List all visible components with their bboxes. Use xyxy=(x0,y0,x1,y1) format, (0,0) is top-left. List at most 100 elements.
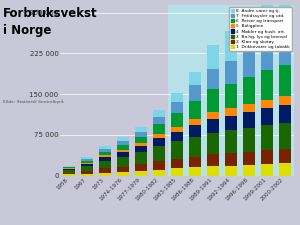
Bar xyxy=(225,116,237,130)
Bar xyxy=(135,164,147,171)
Bar xyxy=(279,106,291,123)
Text: Forbruksvekst
i Norge: Forbruksvekst i Norge xyxy=(3,7,98,37)
Bar xyxy=(279,0,291,32)
Bar xyxy=(225,166,237,176)
Bar xyxy=(261,40,273,70)
Bar xyxy=(225,61,237,84)
Bar xyxy=(117,137,129,141)
Bar xyxy=(99,155,111,157)
Bar xyxy=(207,154,219,166)
Bar xyxy=(225,153,237,166)
Bar xyxy=(63,174,75,176)
Bar xyxy=(117,150,129,152)
Bar xyxy=(117,172,129,176)
Bar xyxy=(189,137,201,157)
Bar xyxy=(153,134,165,138)
Bar xyxy=(243,51,255,77)
Bar xyxy=(117,157,129,166)
Bar xyxy=(189,101,201,119)
Bar xyxy=(243,112,255,128)
Bar xyxy=(99,161,111,169)
Bar xyxy=(243,77,255,104)
Text: Kilde: Statistisk Sentralbyrå: Kilde: Statistisk Sentralbyrå xyxy=(3,99,64,104)
Bar xyxy=(189,167,201,176)
Bar xyxy=(171,141,183,159)
Bar xyxy=(99,169,111,173)
Bar xyxy=(81,171,93,174)
Bar xyxy=(63,167,75,169)
Bar xyxy=(261,164,273,176)
Bar xyxy=(153,117,165,124)
Bar xyxy=(81,161,93,163)
Bar xyxy=(135,137,147,144)
Bar xyxy=(225,130,237,153)
Bar xyxy=(63,173,75,174)
Bar xyxy=(171,93,183,102)
Bar xyxy=(135,144,147,146)
Bar xyxy=(207,133,219,154)
Bar xyxy=(117,141,129,145)
Bar xyxy=(279,65,291,96)
Bar xyxy=(189,119,201,125)
Bar xyxy=(63,166,75,167)
Bar xyxy=(153,110,165,117)
Bar xyxy=(243,128,255,152)
Bar xyxy=(243,152,255,165)
Bar xyxy=(261,108,273,125)
Bar xyxy=(99,157,111,161)
Bar xyxy=(243,16,255,51)
Bar xyxy=(243,104,255,112)
Bar xyxy=(189,157,201,167)
Bar xyxy=(135,146,147,152)
Bar xyxy=(171,169,183,176)
Bar xyxy=(153,146,165,161)
Bar xyxy=(243,165,255,176)
Bar xyxy=(153,138,165,146)
Bar xyxy=(279,123,291,149)
Bar xyxy=(81,159,93,161)
Bar xyxy=(261,150,273,164)
Bar xyxy=(63,169,75,170)
Bar xyxy=(135,127,147,132)
Bar xyxy=(117,152,129,157)
Bar xyxy=(207,45,219,69)
Bar xyxy=(171,159,183,169)
Bar xyxy=(81,157,93,159)
Bar xyxy=(117,166,129,172)
Bar xyxy=(99,149,111,152)
Bar xyxy=(225,108,237,116)
Bar xyxy=(279,96,291,106)
Bar xyxy=(189,85,201,101)
Legend: 8  Andre varer og tj., 7  Fritidssysler og utd., 6  Reiser og transport, 5  Boli: 8 Andre varer og tj., 7 Fritidssysler og… xyxy=(229,7,292,51)
Bar xyxy=(207,69,219,89)
Bar xyxy=(261,0,273,40)
Bar xyxy=(225,31,237,61)
Bar xyxy=(189,72,201,85)
Bar xyxy=(117,145,129,150)
Bar xyxy=(135,171,147,176)
Bar xyxy=(153,161,165,170)
Bar xyxy=(81,163,93,164)
Bar xyxy=(153,170,165,176)
Bar xyxy=(99,152,111,155)
Bar xyxy=(189,125,201,137)
Bar xyxy=(171,132,183,141)
Bar xyxy=(207,112,219,119)
Bar xyxy=(279,32,291,65)
Bar xyxy=(261,125,273,150)
Bar xyxy=(279,163,291,176)
Bar xyxy=(261,99,273,108)
Bar xyxy=(171,127,183,132)
Bar xyxy=(171,102,183,112)
Bar xyxy=(81,166,93,171)
Bar xyxy=(135,132,147,137)
Bar xyxy=(279,149,291,163)
Bar xyxy=(168,4,294,176)
Bar xyxy=(171,112,183,127)
Bar xyxy=(135,152,147,164)
Bar xyxy=(81,174,93,176)
Bar xyxy=(99,146,111,149)
Bar xyxy=(81,164,93,166)
Bar xyxy=(99,173,111,176)
Bar xyxy=(207,89,219,112)
